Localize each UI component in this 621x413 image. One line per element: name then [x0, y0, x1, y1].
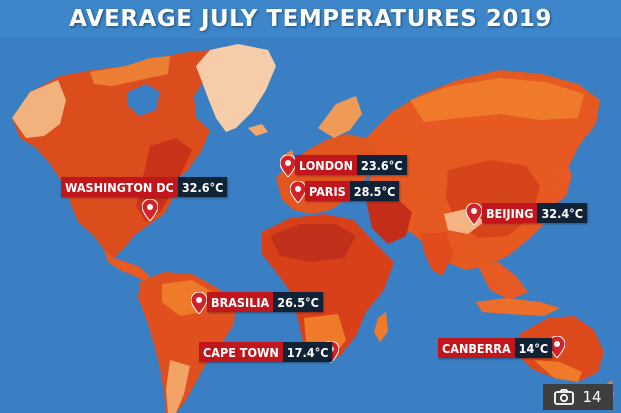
city-label-paris: PARIS 28.5°C — [305, 181, 400, 201]
washington-pin-icon — [142, 199, 158, 221]
camera-icon — [554, 389, 575, 405]
city-label-cape-town: CAPE TOWN 17.4°C — [199, 342, 333, 362]
region-middle-east — [366, 196, 412, 244]
city-name: WASHINGTON DC — [61, 177, 178, 197]
city-temperature: 32.6°C — [177, 177, 228, 197]
city-name: BRASILIA — [207, 292, 274, 312]
city-label-washington: WASHINGTON DC 32.6°C — [61, 177, 228, 197]
region-iceland — [248, 124, 268, 136]
region-patagonia — [166, 360, 190, 413]
city-temperature: 26.5°C — [273, 292, 323, 312]
region-canada-north — [90, 56, 170, 86]
city-temperature: 14°C — [514, 338, 553, 358]
region-scandinavia — [318, 96, 362, 138]
gallery-count: 14 — [582, 388, 602, 406]
region-siberia — [410, 78, 584, 122]
city-label-beijing: BEIJING 32.4°C — [482, 203, 588, 223]
landmass-greenland — [196, 44, 276, 132]
region-australia-south — [534, 360, 582, 382]
landmass-indonesia — [476, 298, 560, 316]
city-name: CAPE TOWN — [199, 342, 283, 362]
region-sahara — [270, 224, 356, 262]
city-temperature: 23.6°C — [357, 155, 407, 175]
gallery-button[interactable]: 14 — [543, 384, 613, 410]
region-alaska — [12, 80, 66, 138]
city-label-canberra: CANBERRA 14°C — [438, 338, 553, 358]
city-name: BEIJING — [482, 203, 538, 223]
landmass-japan — [552, 160, 572, 204]
region-india — [420, 232, 454, 276]
city-name: LONDON — [295, 155, 357, 175]
landmass-central-america — [104, 250, 150, 282]
london-pin-icon — [280, 155, 296, 177]
city-temperature: 28.5°C — [349, 181, 400, 201]
beijing-pin-icon — [466, 203, 482, 225]
landmass-madagascar — [374, 312, 388, 342]
region-hudson-bay — [128, 84, 160, 116]
page-title: AVERAGE JULY TEMPERATURES 2019 — [69, 6, 552, 32]
landmass-southeast-asia — [478, 262, 528, 300]
city-temperature: 17.4°C — [282, 342, 333, 362]
city-label-brasilia: BRASILIA 26.5°C — [207, 292, 323, 312]
city-name: CANBERRA — [438, 338, 515, 358]
city-temperature: 32.4°C — [537, 203, 588, 223]
city-label-london: LONDON 23.6°C — [295, 155, 407, 175]
brasilia-pin-icon — [191, 292, 207, 314]
city-name: PARIS — [305, 181, 350, 201]
paris-pin-icon — [290, 181, 306, 203]
title-bar: AVERAGE JULY TEMPERATURES 2019 — [0, 0, 621, 38]
